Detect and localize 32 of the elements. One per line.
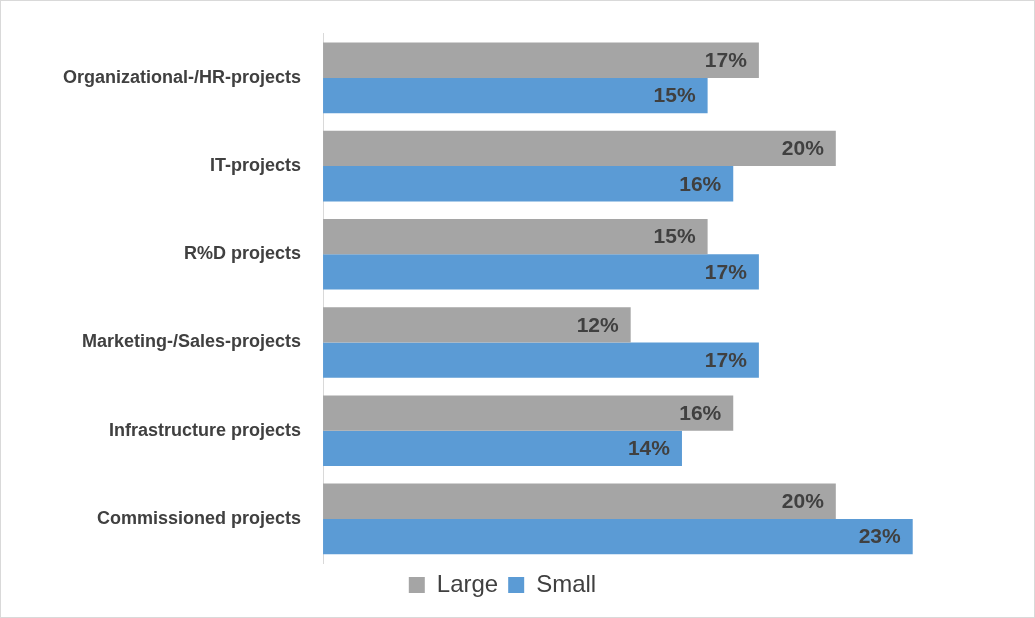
data-label: 12% [576,312,620,336]
data-label: 15% [653,83,696,107]
bar [323,342,759,378]
data-label: 20% [781,489,825,513]
y-tick-label: Organizational-/HR-projects [62,66,302,87]
data-label: 15% [653,224,696,248]
bar [323,395,734,431]
y-tick-label: R%D projects [183,243,302,264]
y-tick-label: IT-projects [209,155,302,176]
legend-label: Large [436,569,499,597]
data-label: 17% [704,48,748,72]
bar [323,166,734,202]
y-tick-label: Commissioned projects [96,507,302,528]
data-label: 16% [679,400,722,424]
data-label: 23% [858,524,902,548]
bar [323,307,631,343]
bar [323,254,759,290]
bar [323,219,708,255]
data-label: 20% [781,136,825,160]
bar [323,518,913,555]
data-label: 16% [679,171,722,195]
data-label: 17% [704,347,748,371]
bar [323,77,708,114]
bar [323,483,836,519]
bar [323,430,682,466]
data-label: 14% [627,436,671,460]
bar [323,130,836,167]
y-tick-label: Infrastructure projects [108,419,302,440]
bar [323,42,759,78]
data-label: 17% [704,259,748,283]
y-tick-label: Marketing-/Sales-projects [81,331,302,352]
legend-label: Small [536,569,597,597]
